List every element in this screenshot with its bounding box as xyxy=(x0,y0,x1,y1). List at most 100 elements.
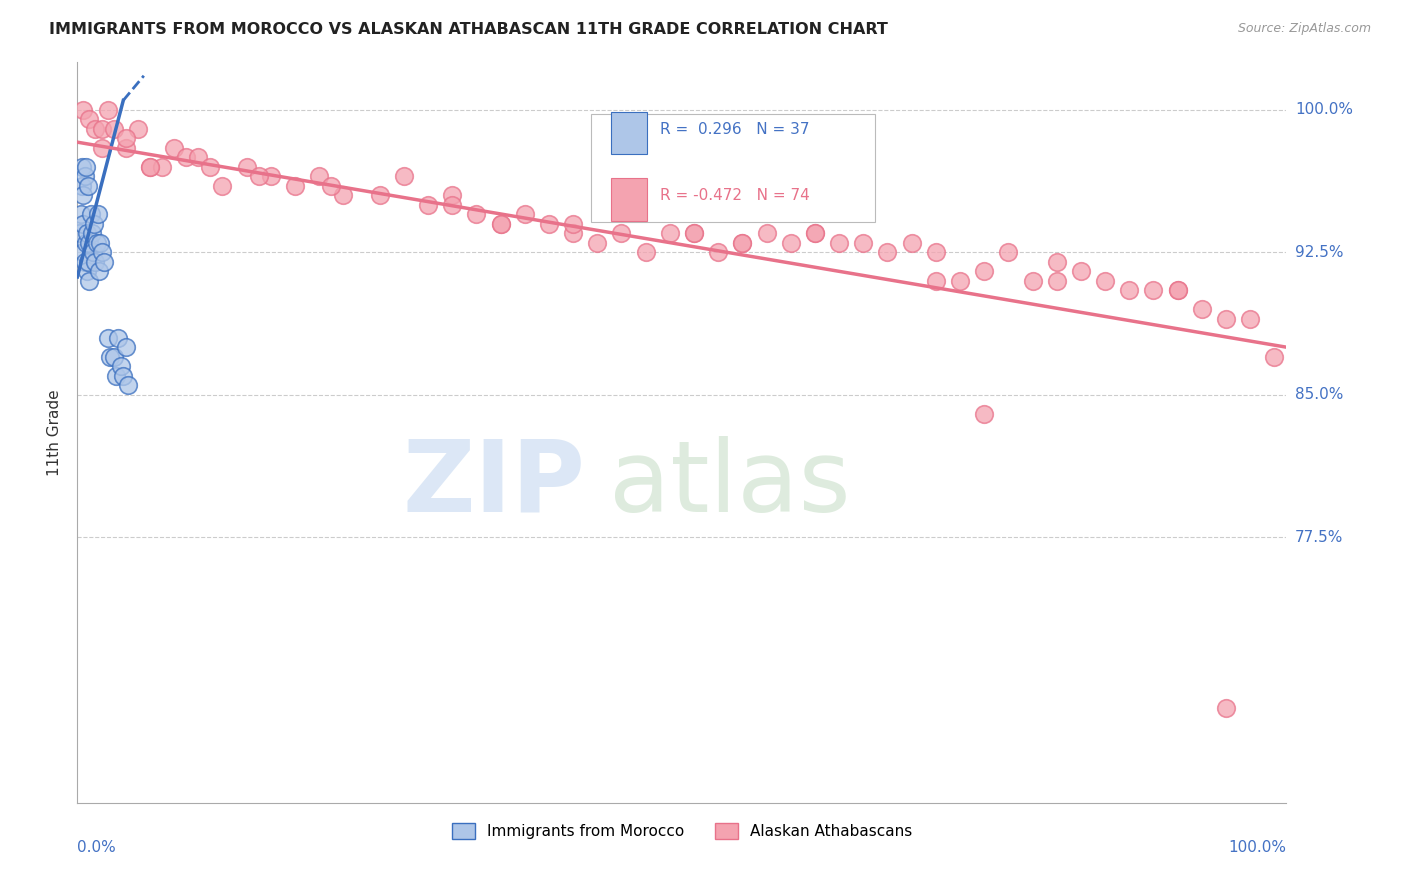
Point xyxy=(949,274,972,288)
Point xyxy=(441,188,464,202)
Point xyxy=(79,274,101,288)
Point xyxy=(86,235,108,250)
Point xyxy=(174,150,197,164)
Text: 85.0%: 85.0% xyxy=(1295,387,1343,402)
Point xyxy=(70,207,93,221)
Point xyxy=(84,254,107,268)
Point xyxy=(96,103,118,117)
Point xyxy=(96,331,118,345)
Text: 77.5%: 77.5% xyxy=(1295,530,1343,544)
Text: 92.5%: 92.5% xyxy=(1295,244,1343,260)
Point xyxy=(107,331,129,345)
Point xyxy=(1094,274,1116,288)
Point xyxy=(876,245,898,260)
Point xyxy=(997,245,1019,260)
Point xyxy=(1239,311,1261,326)
Point xyxy=(72,188,94,202)
Point xyxy=(247,169,270,184)
Point xyxy=(117,378,139,392)
Point xyxy=(1070,264,1092,278)
Point xyxy=(562,217,585,231)
Point xyxy=(98,350,121,364)
Point xyxy=(489,217,512,231)
Point xyxy=(1215,701,1237,715)
Point xyxy=(80,227,103,241)
Point xyxy=(1215,311,1237,326)
Point xyxy=(90,121,112,136)
Point xyxy=(308,169,330,184)
Point xyxy=(114,340,136,354)
Point xyxy=(76,227,98,241)
Point xyxy=(416,198,439,212)
Point xyxy=(103,121,125,136)
Point xyxy=(658,227,681,241)
Point xyxy=(321,178,343,193)
Point xyxy=(72,103,94,117)
Point xyxy=(804,227,827,241)
Point xyxy=(1167,283,1189,297)
Text: 100.0%: 100.0% xyxy=(1295,103,1353,118)
Point xyxy=(200,160,222,174)
Point xyxy=(973,407,995,421)
Point xyxy=(139,160,162,174)
Point xyxy=(76,264,98,278)
Point xyxy=(1142,283,1164,297)
Point xyxy=(103,350,125,364)
Point xyxy=(755,227,778,241)
Point xyxy=(1021,274,1043,288)
Point xyxy=(852,235,875,250)
Point xyxy=(465,207,488,221)
Point xyxy=(284,178,307,193)
FancyBboxPatch shape xyxy=(610,112,647,154)
Point xyxy=(105,368,128,383)
Point xyxy=(187,150,209,164)
Point xyxy=(110,359,132,374)
Legend: Immigrants from Morocco, Alaskan Athabascans: Immigrants from Morocco, Alaskan Athabas… xyxy=(444,815,920,847)
Point xyxy=(1191,302,1213,317)
Point xyxy=(114,141,136,155)
Text: 100.0%: 100.0% xyxy=(1229,840,1286,855)
Point xyxy=(90,245,112,260)
Point xyxy=(73,169,96,184)
Point xyxy=(72,217,94,231)
Point xyxy=(75,160,97,174)
Point xyxy=(1263,350,1285,364)
Point xyxy=(804,227,827,241)
Point xyxy=(1167,283,1189,297)
Point xyxy=(90,141,112,155)
Point xyxy=(77,254,100,268)
Point xyxy=(87,264,110,278)
Text: R = -0.472   N = 74: R = -0.472 N = 74 xyxy=(661,188,810,203)
Point xyxy=(973,264,995,278)
Point xyxy=(260,169,283,184)
FancyBboxPatch shape xyxy=(592,114,876,221)
Text: 0.0%: 0.0% xyxy=(77,840,117,855)
Point xyxy=(925,274,948,288)
Point xyxy=(89,235,111,250)
Point xyxy=(731,235,754,250)
Point xyxy=(562,227,585,241)
Point xyxy=(82,245,104,260)
Text: IMMIGRANTS FROM MOROCCO VS ALASKAN ATHABASCAN 11TH GRADE CORRELATION CHART: IMMIGRANTS FROM MOROCCO VS ALASKAN ATHAB… xyxy=(49,22,889,37)
Point xyxy=(79,112,101,127)
Point xyxy=(79,207,101,221)
Point xyxy=(1046,274,1069,288)
Point xyxy=(925,245,948,260)
Point xyxy=(73,254,96,268)
Point xyxy=(634,245,657,260)
Point xyxy=(72,245,94,260)
Point xyxy=(1118,283,1140,297)
Point xyxy=(75,235,97,250)
Point xyxy=(127,121,149,136)
Point xyxy=(211,178,233,193)
Point xyxy=(368,188,391,202)
Y-axis label: 11th Grade: 11th Grade xyxy=(46,389,62,476)
Point xyxy=(84,121,107,136)
Text: R =  0.296   N = 37: R = 0.296 N = 37 xyxy=(661,121,810,136)
Point xyxy=(87,207,110,221)
Point xyxy=(683,227,706,241)
Point xyxy=(392,169,415,184)
Point xyxy=(69,227,91,241)
Point xyxy=(163,141,186,155)
Point xyxy=(513,207,536,221)
